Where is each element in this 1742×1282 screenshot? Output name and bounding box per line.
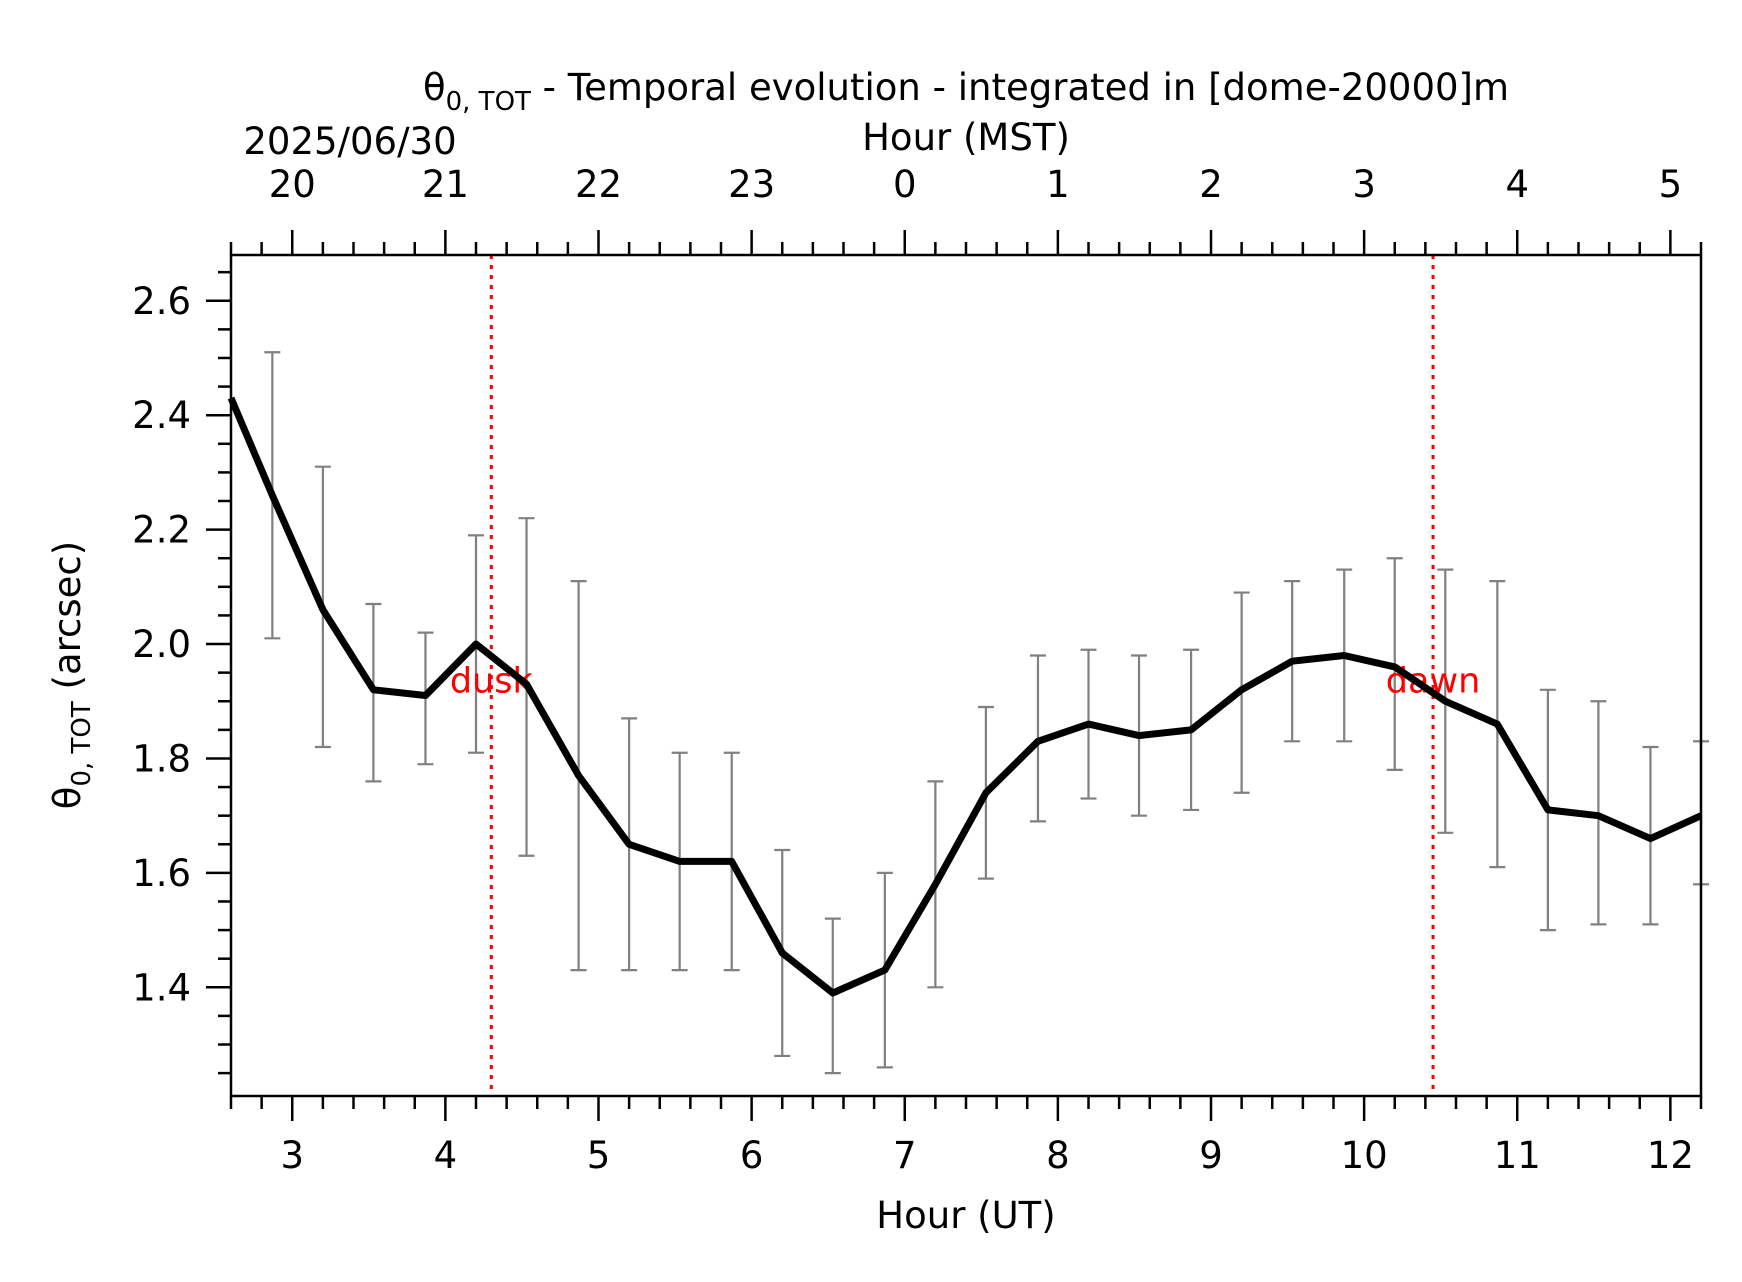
x2-tick-label: 23	[728, 163, 775, 206]
x-tick-label: 10	[1341, 1134, 1388, 1177]
x-tick-label: 9	[1199, 1134, 1223, 1177]
series-line	[227, 396, 1703, 997]
y-tick-label: 1.8	[132, 737, 191, 780]
y-tick-label: 2.6	[132, 280, 191, 323]
y-tick-label: 2.0	[132, 623, 191, 666]
y-axis-ticks: 1.4 1.6 1.8 2.0 2.2 2.4 2.6	[132, 270, 231, 1075]
x2-tick-label: 1	[1046, 163, 1070, 206]
error-bars	[264, 351, 1709, 1075]
date-label: 2025/06/30	[243, 120, 456, 163]
x2-tick-label: 3	[1352, 163, 1376, 206]
x-axis-label: Hour (UT)	[876, 1194, 1055, 1237]
x2-tick-label: 21	[422, 163, 469, 206]
y-tick-label: 2.4	[132, 394, 191, 437]
x-axis-ticks: 3 4 5 6 7 8 9 10 11 12	[229, 1096, 1703, 1177]
x2-tick-label: 4	[1505, 163, 1529, 206]
x-tick-label: 3	[280, 1134, 304, 1177]
plot-frame	[229, 253, 1703, 1098]
x2-tick-label: 2	[1199, 163, 1223, 206]
chart-title: θ0, TOT - Temporal evolution - integrate…	[423, 66, 1509, 117]
y-tick-label: 1.6	[132, 852, 191, 895]
x-tick-label: 4	[434, 1134, 458, 1177]
y-tick-label: 2.2	[132, 509, 191, 552]
x2-tick-label: 5	[1659, 163, 1683, 206]
x2-axis-ticks: 20 21 22 23 0 1 2 3 4 5	[229, 163, 1703, 255]
x-tick-label: 12	[1647, 1134, 1694, 1177]
x-tick-label: 5	[587, 1134, 611, 1177]
x-tick-label: 7	[893, 1134, 917, 1177]
x2-tick-label: 20	[269, 163, 316, 206]
x-tick-label: 11	[1494, 1134, 1541, 1177]
x2-tick-label: 22	[575, 163, 622, 206]
x-tick-label: 6	[740, 1134, 764, 1177]
x2-tick-label: 0	[893, 163, 917, 206]
x2-axis-label: Hour (MST)	[862, 116, 1070, 159]
x-tick-label: 8	[1046, 1134, 1070, 1177]
y-tick-label: 1.4	[132, 966, 191, 1009]
annotations: dusk dawn	[450, 255, 1480, 1096]
y-axis-label: θ0, TOT (arcsec)	[46, 541, 97, 809]
